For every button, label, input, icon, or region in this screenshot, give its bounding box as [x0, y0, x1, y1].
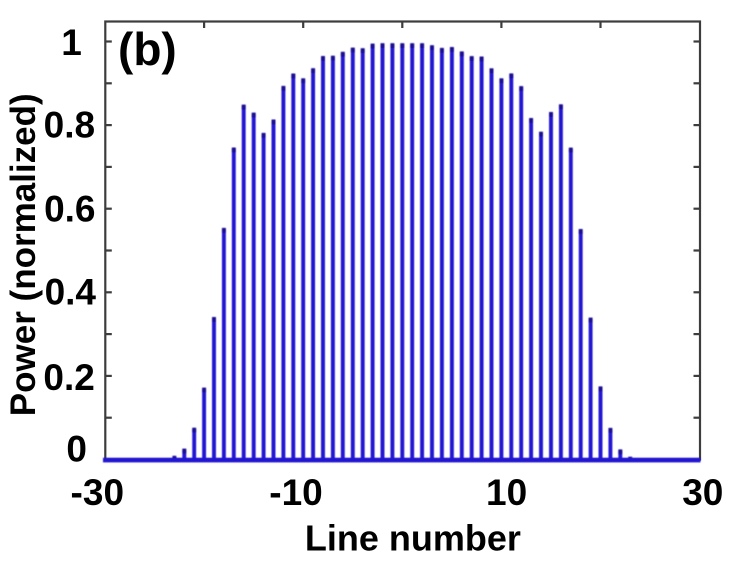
svg-text:Line number: Line number — [305, 518, 521, 559]
svg-text:Power (normalized): Power (normalized) — [4, 93, 43, 416]
svg-text:0.6: 0.6 — [44, 189, 95, 230]
svg-text:1: 1 — [61, 22, 82, 63]
svg-text:10: 10 — [486, 472, 527, 513]
svg-text:(b): (b) — [118, 23, 177, 75]
svg-text:30: 30 — [682, 472, 723, 513]
svg-text:-30: -30 — [71, 472, 124, 513]
svg-text:0.4: 0.4 — [45, 272, 97, 313]
svg-text:0: 0 — [66, 429, 87, 470]
svg-text:-10: -10 — [269, 472, 322, 513]
svg-text:0.2: 0.2 — [43, 357, 94, 398]
svg-text:0.8: 0.8 — [44, 105, 95, 146]
